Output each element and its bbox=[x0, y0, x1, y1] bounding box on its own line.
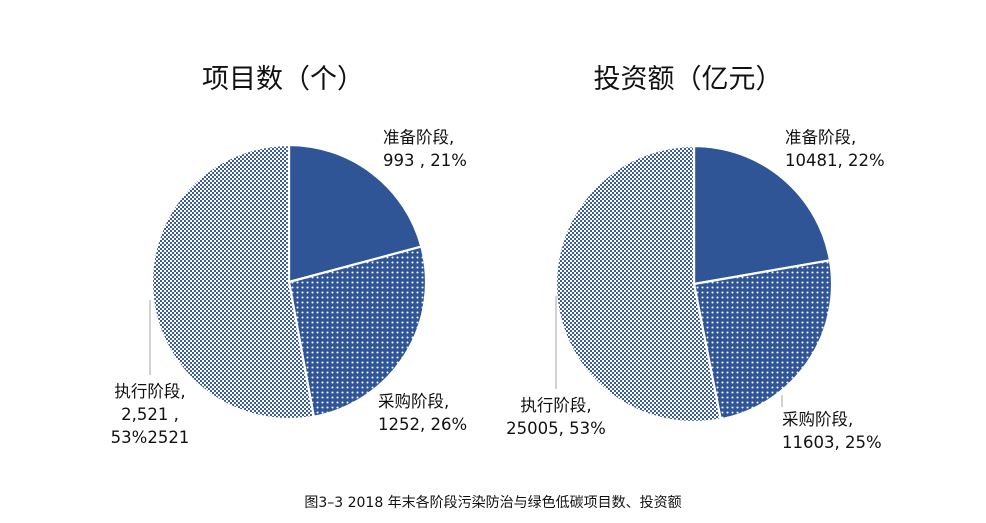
data-label: 采购阶段, 1252, 26% bbox=[378, 392, 467, 434]
figure-caption: 图3–3 2018 年末各阶段污染防治与绿色低碳项目数、投资额 bbox=[304, 494, 681, 511]
data-label-line: 1252, 26% bbox=[378, 415, 467, 434]
data-label-line: 采购阶段, bbox=[378, 392, 449, 411]
pie-slice-3 bbox=[150, 143, 316, 421]
chart-project-count: 项目数（个） 准备阶段, 993 , 21% 采购阶段, 1252, 26% 执行阶段, 2… bbox=[111, 64, 467, 447]
chart-title: 项目数（个） bbox=[202, 64, 364, 95]
data-label: 执行阶段, 2,521 , 53%2521 bbox=[111, 382, 190, 447]
pie-slice-1 bbox=[692, 144, 832, 286]
data-label-line: 2,521 , bbox=[121, 405, 179, 424]
data-label: 采购阶段, 11603, 25% bbox=[782, 410, 882, 452]
data-label-line: 准备阶段, bbox=[383, 128, 454, 147]
data-label: 准备阶段, 10481, 22% bbox=[785, 128, 885, 170]
chart-investment: 投资额（亿元） 准备阶段, 10481, 22% 采购阶段, 11603, 25% 执行阶… bbox=[506, 64, 884, 452]
data-label: 执行阶段, 25005, 53% bbox=[506, 396, 606, 438]
data-label-line: 执行阶段, bbox=[520, 396, 591, 415]
pie-slice-2 bbox=[287, 245, 428, 419]
data-label-line: 执行阶段, bbox=[114, 382, 185, 401]
data-label-line: 采购阶段, bbox=[782, 410, 853, 429]
data-label-line: 11603, 25% bbox=[782, 433, 882, 452]
pie-slice-3 bbox=[554, 144, 723, 424]
data-label-line: 53%2521 bbox=[111, 428, 190, 447]
data-label-line: 993 , 21% bbox=[383, 151, 467, 170]
data-label-line: 10481, 22% bbox=[785, 151, 885, 170]
data-label: 准备阶段, 993 , 21% bbox=[383, 128, 467, 170]
pie-slice-2 bbox=[692, 259, 834, 421]
data-label-line: 25005, 53% bbox=[506, 419, 606, 438]
chart-title: 投资额（亿元） bbox=[594, 64, 783, 95]
pie-slice-1 bbox=[287, 143, 423, 284]
data-label-line: 准备阶段, bbox=[785, 128, 856, 147]
